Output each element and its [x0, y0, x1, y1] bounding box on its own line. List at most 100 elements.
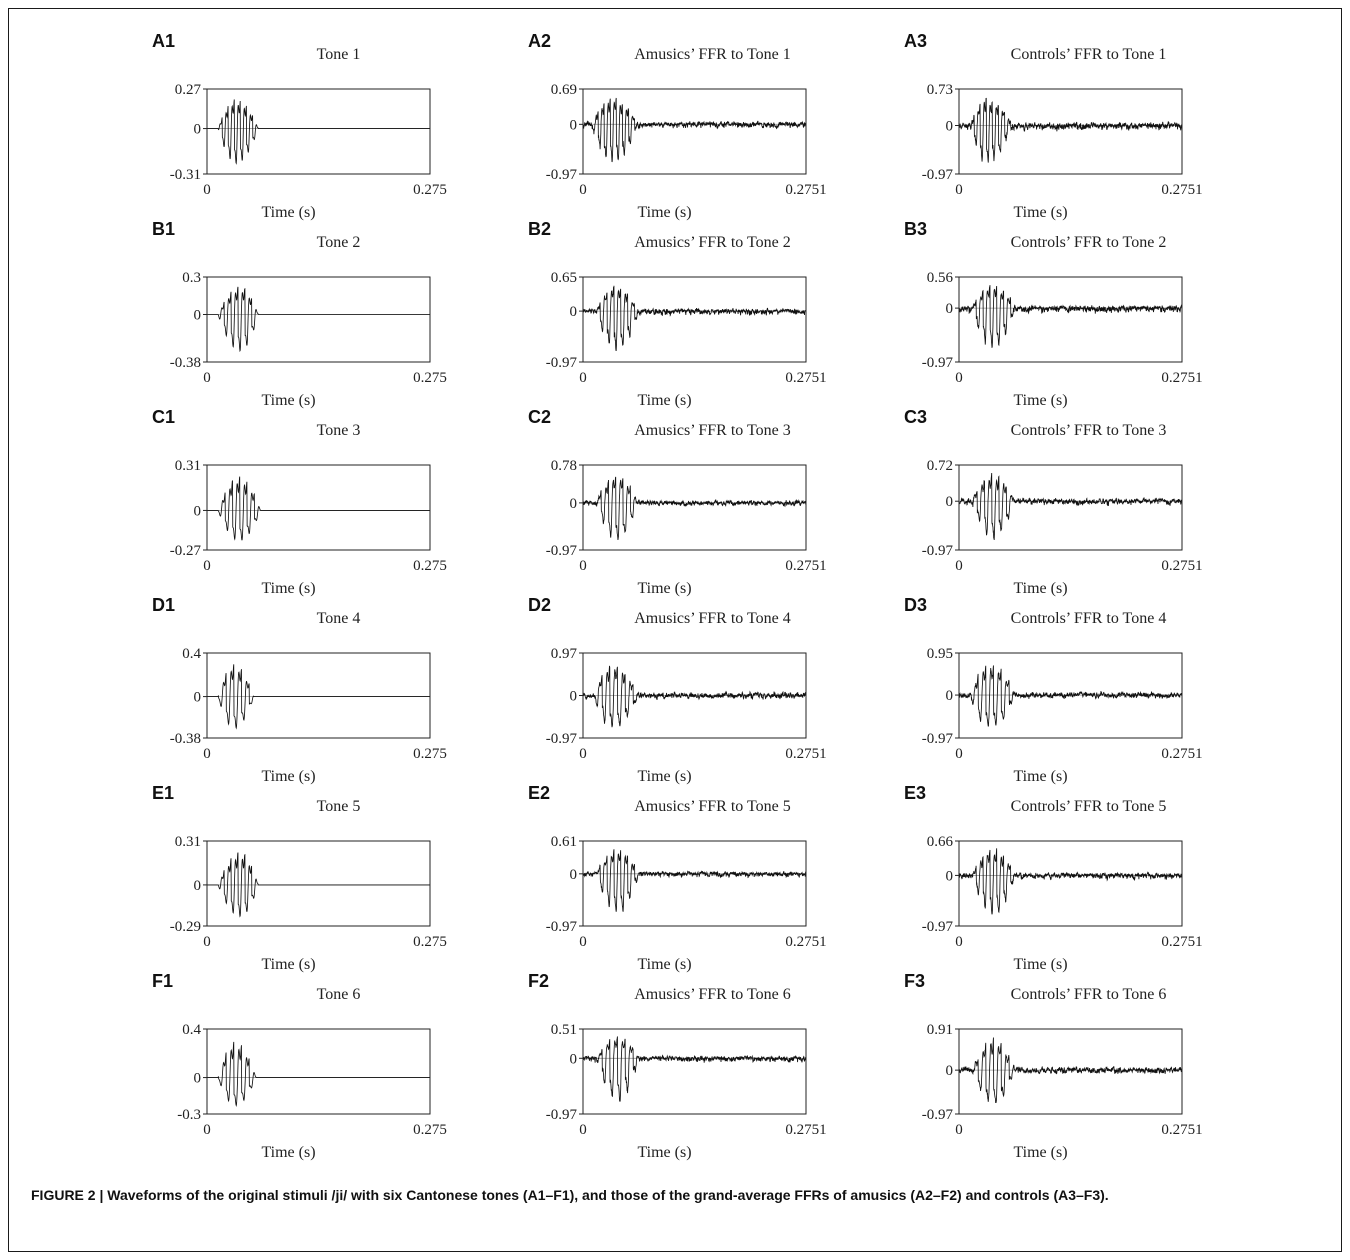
- waveform-line: [958, 285, 1183, 349]
- figure-panels: A1 Tone 1 0.27 0 -0.31 0 0.275 Time (s) A2 Amusic…: [152, 31, 1203, 1161]
- panel-label: F1: [152, 971, 173, 991]
- panel-label: E1: [152, 783, 174, 803]
- y-tick-label: 0.72: [927, 458, 953, 474]
- x-tick-label: 0: [203, 370, 211, 386]
- x-tick-label: 0.2751: [1161, 558, 1202, 574]
- x-tick-label: 0.2751: [1161, 182, 1202, 198]
- panel-label: C1: [152, 407, 175, 427]
- y-tick-label: 0: [946, 688, 954, 704]
- panel-label: B3: [904, 219, 927, 239]
- plot-frame: [582, 276, 807, 363]
- x-tick-label: 0.275: [413, 558, 447, 574]
- panel-title: Tone 5: [317, 798, 361, 815]
- y-tick-label: 0.78: [551, 458, 577, 474]
- panel-title: Tone 1: [317, 46, 361, 63]
- x-tick-label: 0.2751: [785, 1122, 826, 1138]
- x-tick-label: 0.2751: [785, 934, 826, 950]
- x-axis-label: Time (s): [637, 1144, 691, 1161]
- panel-label: C2: [528, 407, 551, 427]
- x-axis-label: Time (s): [1013, 204, 1067, 221]
- y-tick-label: 0: [946, 301, 954, 317]
- x-tick-label: 0.2751: [785, 370, 826, 386]
- y-tick-label: 0.27: [175, 82, 202, 98]
- waveform-line: [958, 1037, 1183, 1104]
- plot-frame: [206, 464, 431, 551]
- x-axis-label: Time (s): [261, 580, 315, 597]
- y-tick-label: 0.69: [551, 82, 577, 98]
- waveform-line: [582, 97, 807, 163]
- y-tick-label: -0.97: [546, 1107, 578, 1123]
- plot-frame: [958, 1028, 1183, 1115]
- plot-frame: [206, 840, 431, 927]
- waveform-line: [207, 476, 430, 541]
- x-tick-label: 0: [579, 1122, 587, 1138]
- y-tick-label: 0.95: [927, 646, 953, 662]
- x-tick-label: 0: [579, 182, 587, 198]
- y-tick-label: 0.3: [182, 270, 201, 286]
- panel-label: B1: [152, 219, 175, 239]
- x-tick-label: 0.275: [413, 746, 447, 762]
- panel-title: Tone 3: [317, 422, 361, 439]
- x-tick-label: 0.2751: [1161, 1122, 1202, 1138]
- panel-label: A2: [528, 31, 551, 51]
- y-tick-label: 0: [570, 496, 578, 512]
- x-axis-label: Time (s): [637, 768, 691, 785]
- y-tick-label: -0.97: [922, 1107, 954, 1123]
- x-tick-label: 0.275: [413, 182, 447, 198]
- x-tick-label: 0: [203, 746, 211, 762]
- x-tick-label: 0: [203, 558, 211, 574]
- y-tick-label: 0: [946, 494, 954, 510]
- y-tick-label: -0.97: [546, 543, 578, 559]
- y-tick-label: 0.4: [182, 646, 201, 662]
- plot-frame: [582, 1028, 807, 1115]
- y-tick-label: 0.91: [927, 1022, 953, 1038]
- plot-frame: [206, 88, 431, 175]
- x-axis-label: Time (s): [261, 768, 315, 785]
- figure-caption: FIGURE 2 | Waveforms of the original sti…: [31, 1187, 1109, 1203]
- waveform-line: [582, 665, 807, 728]
- x-axis-label: Time (s): [261, 204, 315, 221]
- x-tick-label: 0: [955, 1122, 963, 1138]
- y-tick-label: 0: [946, 1063, 954, 1079]
- y-tick-label: 0: [946, 868, 954, 884]
- x-tick-label: 0.2751: [785, 746, 826, 762]
- x-tick-label: 0.275: [413, 934, 447, 950]
- y-tick-label: 0.31: [175, 834, 201, 850]
- waveform-line: [582, 1036, 807, 1102]
- x-axis-label: Time (s): [637, 392, 691, 409]
- y-tick-label: 0: [570, 867, 578, 883]
- waveform-line: [958, 472, 1183, 541]
- y-tick-label: 0.4: [182, 1022, 201, 1038]
- x-axis-label: Time (s): [261, 1144, 315, 1161]
- y-tick-label: 0: [194, 122, 202, 138]
- y-tick-label: -0.97: [922, 543, 954, 559]
- y-tick-label: -0.3: [177, 1107, 201, 1123]
- waveform-line: [958, 665, 1183, 727]
- x-tick-label: 0: [579, 934, 587, 950]
- x-tick-label: 0.2751: [1161, 370, 1202, 386]
- waveform-line: [582, 285, 807, 351]
- waveform-line: [207, 852, 430, 918]
- panel-label: F2: [528, 971, 549, 991]
- plot-frame: [958, 840, 1183, 927]
- y-tick-label: 0: [570, 1051, 578, 1067]
- x-tick-label: 0.275: [413, 1122, 447, 1138]
- waveform-line: [958, 97, 1183, 163]
- x-axis-label: Time (s): [261, 392, 315, 409]
- panel-title: Controls’ FFR to Tone 5: [1011, 798, 1167, 815]
- panel-label: D3: [904, 595, 927, 615]
- waveform-line: [582, 849, 807, 912]
- x-tick-label: 0: [203, 1122, 211, 1138]
- x-tick-label: 0.2751: [785, 558, 826, 574]
- x-axis-label: Time (s): [637, 956, 691, 973]
- y-tick-label: 0.97: [551, 646, 578, 662]
